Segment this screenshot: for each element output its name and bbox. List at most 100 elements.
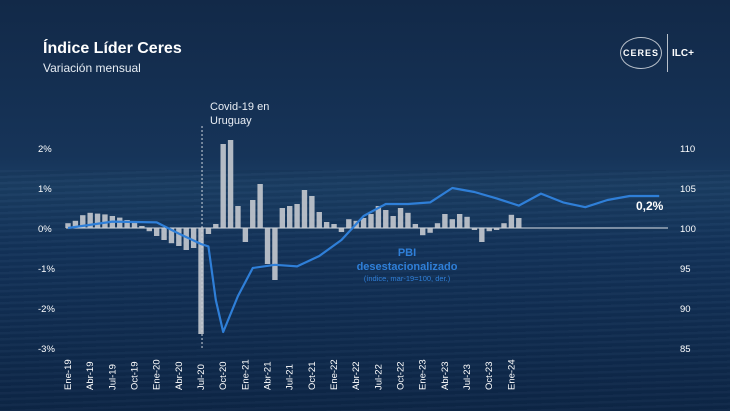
x-tick-label: Abr-21 bbox=[263, 361, 274, 390]
x-tick-label: Abr-20 bbox=[174, 361, 185, 390]
bar bbox=[405, 212, 411, 228]
ceres-logo: CERES bbox=[620, 36, 666, 70]
bar bbox=[434, 223, 441, 228]
y-left-tick-label: -3% bbox=[38, 344, 55, 355]
bar bbox=[220, 144, 226, 228]
x-tick-label: Jul-20 bbox=[196, 364, 207, 390]
bar bbox=[146, 228, 152, 232]
bar bbox=[420, 228, 426, 236]
bar bbox=[235, 206, 241, 228]
pbi-label-2: desestacionalizado bbox=[357, 261, 458, 273]
bar bbox=[346, 219, 352, 228]
x-tick-label: Ene-20 bbox=[152, 359, 163, 390]
last-value-label: 0,2% bbox=[636, 199, 664, 213]
pbi-line-series bbox=[67, 186, 660, 334]
ilc-logo-text: ILC+ bbox=[672, 47, 694, 59]
bar bbox=[250, 200, 256, 228]
covid-annotation-line1: Covid-19 en bbox=[210, 101, 269, 113]
bar bbox=[124, 220, 130, 228]
x-tick-label: Abr-23 bbox=[440, 361, 451, 390]
bar bbox=[516, 218, 522, 228]
bar bbox=[168, 228, 175, 244]
x-tick-label: Oct-22 bbox=[396, 361, 407, 390]
pbi-label-note: (índice, mar-19=100, der.) bbox=[364, 274, 451, 283]
x-tick-label: Abr-22 bbox=[351, 361, 362, 390]
x-tick-label: Ene-22 bbox=[329, 359, 340, 390]
bar bbox=[471, 228, 478, 230]
bar bbox=[87, 212, 93, 228]
x-tick-label: Ene-24 bbox=[506, 359, 517, 390]
chart-subtitle: Variación mensual bbox=[43, 61, 141, 75]
bar bbox=[190, 228, 197, 248]
y-right-tick-label: 110 bbox=[680, 144, 695, 155]
bar bbox=[264, 228, 271, 264]
x-tick-label: Oct-20 bbox=[218, 361, 229, 390]
bar bbox=[102, 214, 108, 228]
y-axis-right: 110 105 100 95 90 85 bbox=[680, 144, 696, 355]
pbi-label: PBI bbox=[398, 247, 416, 259]
y-right-tick-label: 85 bbox=[680, 344, 691, 355]
bar bbox=[80, 215, 86, 228]
covid-annotation-line2: Uruguay bbox=[210, 115, 252, 127]
bar bbox=[449, 219, 455, 228]
bar bbox=[323, 222, 330, 228]
bar bbox=[493, 228, 500, 230]
bar bbox=[198, 228, 204, 334]
x-tick-label: Jul-22 bbox=[373, 364, 384, 390]
ceres-logo-text: CERES bbox=[622, 48, 659, 58]
chart-title: Índice Líder Ceres bbox=[43, 40, 182, 57]
bar-series bbox=[65, 140, 522, 334]
sea-texture bbox=[0, 170, 730, 411]
bar bbox=[94, 213, 101, 228]
bar bbox=[368, 214, 374, 228]
bar bbox=[360, 218, 367, 228]
y-right-tick-label: 100 bbox=[680, 224, 696, 235]
bar bbox=[183, 228, 189, 250]
bar bbox=[338, 228, 345, 232]
y-left-tick-label: 1% bbox=[38, 184, 52, 195]
bar bbox=[161, 228, 167, 240]
bar bbox=[176, 228, 182, 246]
bar bbox=[139, 226, 145, 228]
bar bbox=[131, 222, 138, 228]
y-left-tick-label: 2% bbox=[38, 144, 52, 155]
bar bbox=[316, 212, 322, 228]
y-left-tick-label: 0% bbox=[38, 224, 52, 235]
bar bbox=[397, 208, 404, 228]
y-left-tick-label: -2% bbox=[38, 304, 55, 315]
bar bbox=[427, 228, 433, 233]
y-left-tick-label: -1% bbox=[38, 264, 55, 275]
x-tick-label: Jul-19 bbox=[107, 364, 118, 390]
bar bbox=[486, 228, 492, 232]
logo-divider bbox=[667, 34, 668, 72]
ceres-logo-ring: CERES bbox=[620, 37, 662, 69]
x-tick-label: Abr-19 bbox=[85, 361, 96, 390]
x-tick-label: Oct-19 bbox=[130, 361, 141, 390]
bar bbox=[412, 224, 419, 228]
bar bbox=[479, 228, 485, 242]
bar bbox=[390, 216, 396, 228]
bar bbox=[508, 214, 515, 228]
x-tick-label: Oct-21 bbox=[307, 361, 318, 390]
bar bbox=[383, 210, 389, 228]
x-tick-label: Oct-23 bbox=[484, 361, 495, 390]
x-axis: Ene-19 Abr-19 Jul-19 Oct-19 Ene-20 Abr-20 Jul-… bbox=[63, 359, 517, 390]
x-tick-label: Ene-21 bbox=[240, 359, 251, 390]
bar bbox=[205, 228, 212, 234]
x-tick-label: Ene-19 bbox=[63, 359, 74, 390]
bar bbox=[442, 214, 448, 228]
y-right-tick-label: 105 bbox=[680, 184, 696, 195]
bar bbox=[331, 224, 337, 228]
bar bbox=[65, 223, 71, 228]
bar bbox=[301, 190, 308, 228]
bar bbox=[272, 228, 278, 280]
bar bbox=[257, 184, 263, 228]
bar bbox=[153, 228, 160, 236]
y-axis-left: 2% 1% 0% -1% -2% -3% bbox=[38, 144, 55, 355]
x-tick-label: Jul-21 bbox=[285, 364, 296, 390]
bar bbox=[279, 208, 286, 228]
bar bbox=[309, 196, 315, 228]
bar bbox=[464, 216, 470, 228]
